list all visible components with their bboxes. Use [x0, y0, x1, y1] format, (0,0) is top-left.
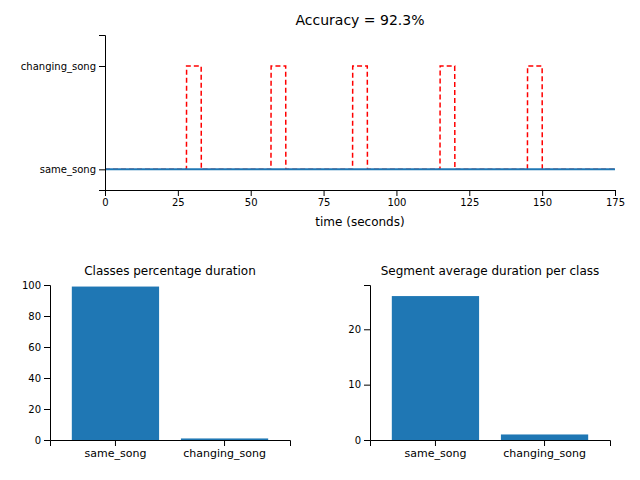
- y-tick: 10: [348, 379, 370, 390]
- x-tick: changing_song: [503, 440, 586, 460]
- x-tick-mark: [544, 440, 545, 446]
- x-axis-line: [371, 441, 611, 447]
- y-tick: same_song: [40, 164, 105, 176]
- y-tick-label: 40: [28, 373, 41, 384]
- y-tick-label: 100: [22, 280, 41, 291]
- y-tick-mark: [44, 409, 50, 410]
- y-tick-mark: [364, 385, 370, 386]
- y-axis: 0 20 40 60 80 100: [22, 280, 51, 446]
- y-axis-line: [99, 36, 106, 191]
- x-tick-label: same_song: [405, 447, 467, 460]
- x-tick-label: same_song: [85, 447, 147, 460]
- x-tick: changing_song: [183, 440, 266, 460]
- y-tick-label: 60: [28, 342, 41, 353]
- x-tick-mark: [224, 440, 225, 446]
- x-tick-mark: [435, 440, 436, 446]
- title: Segment average duration per class: [381, 264, 600, 278]
- y-tick-mark: [44, 440, 50, 441]
- x-tick: 75: [318, 190, 331, 208]
- x-axis: same_song changing_song: [371, 440, 611, 460]
- x-tick-label: 75: [318, 197, 331, 208]
- x-tick-mark: [542, 190, 543, 196]
- x-tick: 50: [245, 190, 258, 208]
- plot-area: [72, 287, 268, 440]
- y-axis: same_song changing_song: [21, 36, 106, 191]
- x-tick-mark: [396, 190, 397, 196]
- y-tick: 40: [28, 373, 50, 384]
- x-tick-label: 25: [172, 197, 185, 208]
- y-tick-label: same_song: [40, 164, 96, 176]
- x-tick: same_song: [405, 440, 467, 460]
- x-tick: 125: [460, 190, 479, 208]
- x-tick-label: 125: [460, 197, 479, 208]
- plot-area: [105, 66, 615, 169]
- title: Accuracy = 92.3%: [295, 12, 424, 28]
- y-tick-mark: [44, 316, 50, 317]
- x-tick-mark: [178, 190, 179, 196]
- x-tick: 0: [102, 190, 108, 208]
- bar: [501, 434, 588, 440]
- y-tick-mark: [99, 66, 105, 67]
- y-tick: 20: [28, 404, 50, 415]
- y-tick: 60: [28, 342, 50, 353]
- bar: [392, 296, 479, 440]
- x-axis-line: [106, 191, 616, 197]
- x-tick-label: 150: [533, 197, 552, 208]
- y-tick-label: 10: [348, 379, 361, 390]
- x-tick-mark: [115, 440, 116, 446]
- line: [105, 66, 615, 169]
- x-tick-label: 0: [102, 197, 108, 208]
- y-tick: 0: [35, 435, 50, 446]
- y-tick: 80: [28, 311, 50, 322]
- bar: [181, 438, 268, 440]
- plot-area: [392, 296, 588, 440]
- y-tick-mark: [44, 347, 50, 348]
- x-tick: 175: [606, 190, 625, 208]
- x-tick-mark: [615, 190, 616, 196]
- x-axis-line: [51, 441, 291, 447]
- y-tick-mark: [99, 169, 105, 170]
- y-tick-mark: [44, 285, 50, 286]
- x-tick-label: 100: [387, 197, 406, 208]
- y-tick-label: changing_song: [21, 61, 96, 73]
- y-tick: 20: [348, 324, 370, 335]
- y-tick-label: 20: [28, 404, 41, 415]
- x-tick: 100: [387, 190, 406, 208]
- x-tick: same_song: [85, 440, 147, 460]
- y-tick: changing_song: [21, 61, 105, 73]
- x-axis-label: time (seconds): [315, 215, 404, 229]
- y-tick-label: 80: [28, 311, 41, 322]
- y-tick-label: 0: [355, 435, 361, 446]
- y-tick-mark: [364, 440, 370, 441]
- x-tick-label: 50: [245, 197, 258, 208]
- x-axis: 0 25 50 75 100 125 150 175: [102, 190, 625, 208]
- line: [105, 168, 615, 170]
- x-tick-mark: [251, 190, 252, 196]
- y-axis-line: [364, 286, 371, 441]
- x-tick-mark: [324, 190, 325, 196]
- y-tick-mark: [364, 329, 370, 330]
- x-tick-label: changing_song: [503, 447, 586, 460]
- x-axis: same_song changing_song: [51, 440, 291, 460]
- x-tick: 150: [533, 190, 552, 208]
- y-tick-label: 0: [35, 435, 41, 446]
- y-tick: 100: [22, 280, 50, 291]
- title: Classes percentage duration: [84, 264, 256, 278]
- x-tick: 25: [172, 190, 185, 208]
- x-tick-label: changing_song: [183, 447, 266, 460]
- chart: 0255075100125150175same_songchanging_son…: [0, 0, 640, 480]
- x-tick-mark: [469, 190, 470, 196]
- x-tick-label: 175: [606, 197, 625, 208]
- y-tick-mark: [44, 378, 50, 379]
- y-tick-label: 20: [348, 324, 361, 335]
- bar: [72, 287, 159, 440]
- y-axis: 0 10 20: [348, 286, 370, 446]
- y-tick: 0: [355, 435, 370, 446]
- y-axis-line: [44, 286, 51, 441]
